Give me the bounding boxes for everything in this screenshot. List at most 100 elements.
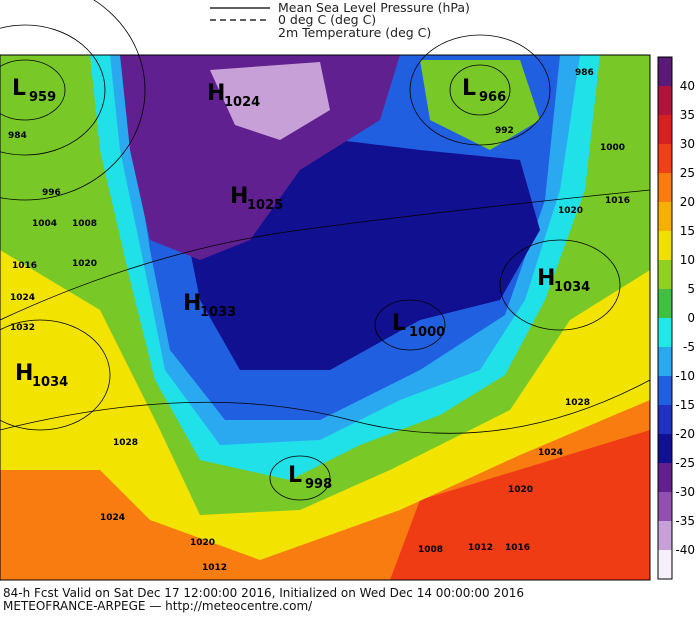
pressure-center-value: 1033: [200, 305, 236, 320]
isobar-label: 1016: [505, 543, 530, 553]
field-extreme-cold: [120, 55, 400, 260]
colorbar-swatch: [658, 347, 672, 376]
isobar: [374, 299, 446, 351]
isobar: [0, 24, 106, 156]
legend-label: Mean Sea Level Pressure (hPa): [278, 0, 470, 15]
colorbar-tick-label: 10: [680, 253, 695, 267]
pressure-center-letter: H: [537, 266, 555, 291]
pressure-center-letter: L: [392, 311, 406, 336]
legend: Mean Sea Level Pressure (hPa) 0 deg C (d…: [210, 0, 470, 40]
colorbar-tick-label: -5: [683, 340, 695, 354]
isobar-label: 1020: [508, 485, 533, 495]
colorbar-swatch: [658, 405, 672, 434]
pressure-center-value: 1000: [409, 325, 445, 340]
isobar-label: 996: [42, 188, 61, 198]
isobar: [409, 34, 551, 146]
map-frame: [0, 54, 651, 581]
isobar-label: 1032: [10, 323, 35, 333]
colorbar-tick-label: -40: [675, 543, 695, 557]
pressure-center-value: 959: [29, 90, 56, 105]
isobar: [0, 189, 651, 321]
colorbar-tick-label: 20: [680, 195, 695, 209]
isobar-label: 1028: [565, 398, 590, 408]
pressure-center-letter: H: [183, 291, 201, 316]
colorbar-swatch: [658, 463, 672, 492]
legend-label: 0 deg C (deg C): [278, 12, 376, 27]
footer-line: METEOFRANCE-ARPEGE — http://meteocentre.…: [3, 599, 313, 613]
pressure-center-letter: H: [15, 361, 33, 386]
field-hot: [390, 430, 650, 580]
colorbar-swatch: [658, 57, 672, 86]
colorbar-swatch: [658, 115, 672, 144]
isobar: [0, 379, 651, 434]
colorbar-frame: [657, 56, 673, 580]
colorbar-swatch: [658, 231, 672, 260]
field-arctic: [210, 62, 330, 140]
colorbar-swatch: [658, 260, 672, 289]
colorbar-swatch: [658, 289, 672, 318]
isobar-label: 986: [575, 68, 594, 78]
isobar: [449, 64, 511, 116]
colorbar-swatch: [658, 86, 672, 115]
pressure-center-letter: L: [12, 76, 26, 101]
colorbar-swatch: [658, 318, 672, 347]
colorbar-tick-label: -35: [675, 514, 695, 528]
footer-line: 84-h Fcst Valid on Sat Dec 17 12:00:00 2…: [3, 586, 524, 600]
isobar: [269, 455, 331, 501]
isobar-label: 1016: [12, 261, 37, 271]
pressure-center-value: 1024: [224, 95, 260, 110]
isobar-label: 1004: [32, 219, 57, 229]
colorbar-tick-label: 0: [687, 311, 695, 325]
pressure-center-value: 1025: [247, 198, 283, 213]
colorbar-tick-label: 5: [687, 282, 695, 296]
colorbar-tick-label: -30: [675, 485, 695, 499]
colorbar-tick-label: -10: [675, 369, 695, 383]
isobar-label: 1024: [100, 513, 125, 523]
pressure-center-value: 966: [479, 90, 506, 105]
colorbar-swatch: [658, 376, 672, 405]
pressure-center-letter: L: [288, 463, 302, 488]
isobar-label: 1020: [72, 259, 97, 269]
isobars: [0, 0, 651, 501]
isobar: [499, 239, 621, 331]
isobar-label: 1008: [418, 545, 443, 555]
temperature-field: [0, 55, 650, 580]
legend-label: 2m Temperature (deg C): [278, 25, 431, 40]
pressure-center-letter: H: [207, 81, 225, 106]
isobar-label: 1012: [468, 543, 493, 553]
pressure-center-value: 1034: [32, 375, 68, 390]
colorbar-swatch: [658, 550, 672, 579]
colorbar-tick-label: 30: [680, 137, 695, 151]
isobar: [0, 0, 146, 201]
pressure-center-letter: H: [230, 184, 248, 209]
pressure-center-value: 1034: [554, 280, 590, 295]
colorbar-tick-label: 15: [680, 224, 695, 238]
colorbar-swatch: [658, 434, 672, 463]
isobar-label: 984: [8, 131, 27, 141]
isobar-label: 992: [495, 126, 514, 136]
colorbar-swatch: [658, 144, 672, 173]
isobar-label: 1020: [558, 206, 583, 216]
greenland-field: [420, 60, 540, 150]
colorbar-tick-label: -15: [675, 398, 695, 412]
isobar-label: 1024: [538, 448, 563, 458]
colorbar-tick-label: -25: [675, 456, 695, 470]
isobar: [0, 59, 66, 121]
colorbar-tick-label: -20: [675, 427, 695, 441]
colorbar-swatch: [658, 492, 672, 521]
pressure-center-letter: L: [462, 76, 476, 101]
colorbar-tick-label: 25: [680, 166, 695, 180]
isobar: [0, 319, 111, 431]
isobar-label: 1024: [10, 293, 35, 303]
pressure-center-value: 998: [305, 477, 332, 492]
isobar-label: 1020: [190, 538, 215, 548]
colorbar-swatch: [658, 173, 672, 202]
colorbar-swatch: [658, 521, 672, 550]
colorbar-swatch: [658, 202, 672, 231]
colorbar-tick-label: 40: [680, 79, 695, 93]
isobar-label: 1008: [72, 219, 97, 229]
isobar-label: 1016: [605, 196, 630, 206]
isobar-label: 1028: [113, 438, 138, 448]
